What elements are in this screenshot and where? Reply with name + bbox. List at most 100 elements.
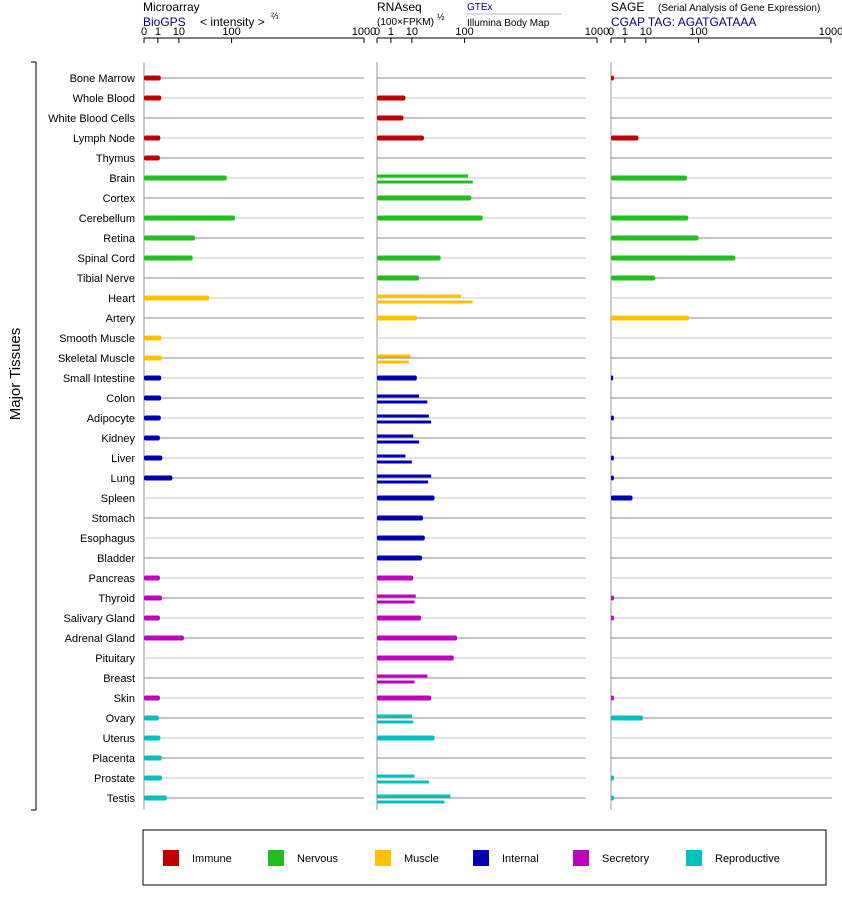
expression-bar: [377, 294, 461, 298]
expression-bar: [377, 480, 429, 484]
panel-title: Microarray: [143, 0, 200, 14]
expression-bar: [377, 655, 454, 661]
expression-bar: [611, 235, 699, 241]
expression-bar: [611, 475, 614, 481]
expression-bar: [377, 474, 432, 478]
expression-bar: [611, 695, 614, 701]
tissue-label: Testis: [107, 793, 136, 805]
expression-bar: [377, 800, 445, 804]
legend-label: Nervous: [297, 853, 338, 865]
expression-bar: [377, 600, 415, 604]
expression-bar: [377, 774, 415, 778]
expression-bar: [144, 575, 160, 581]
tissue-label: Stomach: [92, 513, 135, 525]
legend-label: Internal: [502, 853, 539, 865]
tissue-label: Uterus: [103, 733, 136, 745]
expression-bar: [144, 475, 173, 481]
tissue-label: Spinal Cord: [78, 253, 135, 265]
expression-bar: [611, 775, 614, 781]
panel-subtitle: (100×FPKM): [377, 17, 434, 28]
expression-bar: [377, 434, 414, 438]
legend-swatch: [375, 850, 391, 866]
tissue-label: Liver: [111, 453, 135, 465]
x-tick-label: 0: [374, 26, 380, 38]
expression-bar: [377, 414, 429, 418]
expression-bar: [377, 674, 428, 678]
x-tick-label: 100: [455, 26, 473, 38]
expression-bar: [144, 595, 162, 601]
expression-bar: [377, 400, 428, 404]
expression-bar: [611, 135, 639, 141]
tissue-label: Skeletal Muscle: [58, 353, 135, 365]
legend-label: Muscle: [404, 853, 439, 865]
expression-bar: [377, 615, 422, 621]
expression-bar: [377, 135, 424, 141]
tissue-label: Thyroid: [98, 593, 135, 605]
expression-bar: [377, 714, 412, 718]
tissue-label: Pancreas: [89, 573, 136, 585]
expression-bar: [144, 75, 161, 81]
expression-bar: [611, 715, 643, 721]
legend-label: Immune: [192, 853, 232, 865]
x-tick-label: 0: [608, 26, 614, 38]
expression-bar: [144, 715, 159, 721]
x-tick-label: 100: [222, 26, 240, 38]
tissue-label: White Blood Cells: [48, 113, 135, 125]
x-tick-label: 1000: [352, 26, 376, 38]
expression-bar: [144, 95, 162, 101]
expression-bar: [611, 255, 736, 261]
expression-bar: [611, 455, 614, 461]
expression-bar: [377, 215, 483, 221]
tissue-label: Tibial Nerve: [77, 273, 135, 285]
expression-bar: [377, 420, 432, 424]
tissue-label: Skin: [114, 693, 135, 705]
tissue-label: Placenta: [92, 753, 136, 765]
expression-bar: [144, 375, 162, 381]
panel-scale-label: < intensity >: [200, 15, 265, 29]
tissue-label: Smooth Muscle: [59, 333, 135, 345]
expression-bar: [144, 795, 167, 801]
tissue-label: Heart: [108, 293, 135, 305]
expression-bar: [377, 275, 420, 281]
tissue-label: Spleen: [101, 493, 135, 505]
expression-bar: [377, 195, 472, 201]
tissue-label: Breast: [103, 673, 135, 685]
expression-bar: [144, 415, 161, 421]
x-tick-label: 10: [640, 26, 652, 38]
tissue-label: Colon: [106, 393, 135, 405]
expression-bar: [377, 460, 412, 464]
tissue-label: Esophagus: [80, 533, 136, 545]
expression-bar: [377, 495, 435, 501]
expression-bar: [377, 440, 420, 444]
x-tick-label: 10: [406, 26, 418, 38]
y-axis-label: Major Tissues: [7, 328, 24, 421]
tissue-label: Bladder: [97, 553, 135, 565]
panel-title: SAGE: [611, 0, 644, 14]
expression-bar: [611, 215, 689, 221]
expression-bar: [377, 680, 415, 684]
legend-swatch: [686, 850, 702, 866]
x-tick-label: 1: [155, 26, 161, 38]
expression-bar: [611, 415, 614, 421]
expression-bar: [144, 235, 196, 241]
expression-bar: [144, 635, 184, 641]
expression-bar: [377, 375, 417, 381]
tissue-label: Thymus: [96, 153, 136, 165]
expression-bar: [611, 495, 633, 501]
expression-bar: [144, 155, 160, 161]
expression-bar: [144, 355, 162, 361]
tissue-label: Cerebellum: [79, 213, 135, 225]
expression-bar: [611, 375, 614, 381]
tissue-label: Prostate: [94, 773, 135, 785]
expression-bar: [144, 215, 235, 221]
expression-bar: [144, 255, 193, 261]
x-tick-label: 1000: [819, 26, 842, 38]
expression-bar: [611, 795, 614, 801]
panel-scale-exponent: ½: [437, 12, 445, 22]
expression-bar: [144, 455, 163, 461]
panel-subtitle: BioGPS: [143, 15, 186, 29]
expression-bar: [377, 594, 416, 598]
expression-bar: [377, 454, 406, 458]
legend-swatch: [268, 850, 284, 866]
